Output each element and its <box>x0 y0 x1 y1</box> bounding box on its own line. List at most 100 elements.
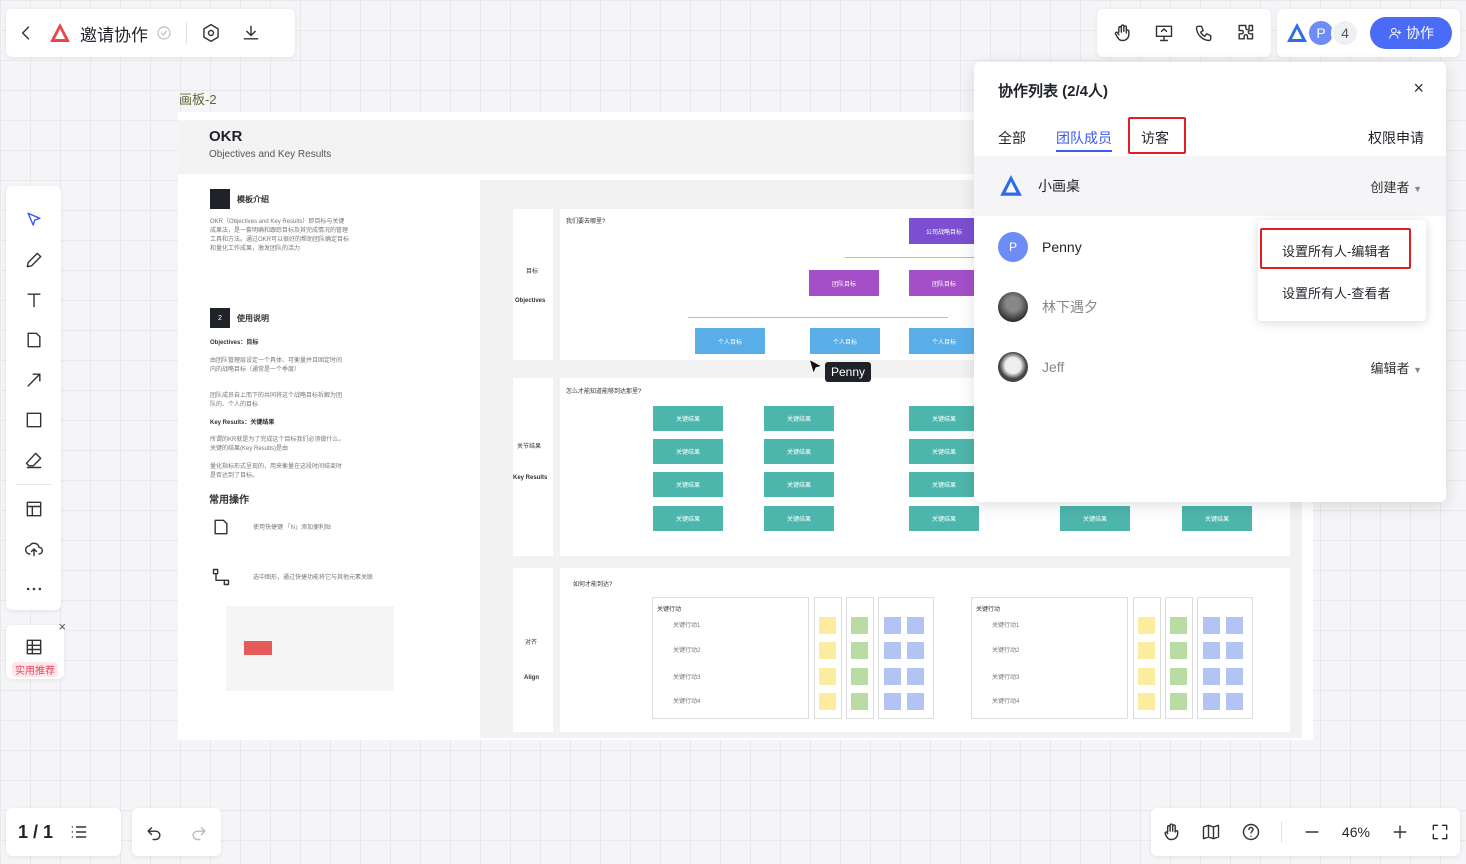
phone-icon[interactable] <box>1194 23 1214 43</box>
personal-goal-box[interactable]: 个人目标 <box>810 328 880 354</box>
member-row[interactable]: 小画桌 创建者 ▼ <box>974 156 1446 216</box>
sticky-note[interactable] <box>819 642 836 659</box>
sticky-note[interactable] <box>851 693 868 710</box>
download-icon[interactable] <box>241 23 261 43</box>
avatar[interactable]: P <box>1307 19 1335 47</box>
sticky-note[interactable] <box>1203 668 1220 685</box>
dropdown-option-editor[interactable]: 设置所有人-编辑者 <box>1282 244 1391 259</box>
sticky-note[interactable] <box>1203 693 1220 710</box>
zoom-level[interactable]: 46% <box>1341 824 1370 840</box>
sticky-note[interactable] <box>819 617 836 634</box>
redo-icon[interactable] <box>189 822 209 842</box>
sticky-note[interactable] <box>1203 617 1220 634</box>
arrow-icon[interactable] <box>14 360 54 400</box>
key-result-box[interactable]: 关键结果 <box>764 472 834 497</box>
back-icon[interactable] <box>16 23 36 43</box>
close-icon[interactable]: × <box>58 619 66 634</box>
zoom-in-icon[interactable] <box>1390 822 1410 842</box>
member-row[interactable]: P Penny <box>974 217 1446 277</box>
sticky-note[interactable] <box>884 617 901 634</box>
rectangle-icon[interactable] <box>14 400 54 440</box>
more-icon[interactable] <box>14 569 54 609</box>
tab-permission-requests[interactable]: 权限申请 <box>1368 130 1424 146</box>
text-icon[interactable] <box>14 280 54 320</box>
recommend-widget[interactable]: × 实用推荐 <box>6 619 66 679</box>
sticky-note[interactable] <box>1170 668 1187 685</box>
key-result-box[interactable]: 关键结果 <box>653 472 723 497</box>
fullscreen-icon[interactable] <box>1430 822 1450 842</box>
key-result-box[interactable]: 关键结果 <box>1182 506 1252 531</box>
member-name: Penny <box>1042 239 1082 255</box>
zoom-out-icon[interactable] <box>1302 822 1322 842</box>
key-result-box[interactable]: 关键结果 <box>653 506 723 531</box>
plugin-icon[interactable] <box>1235 23 1255 43</box>
template-icon[interactable] <box>14 489 54 529</box>
sticky-note[interactable] <box>1203 642 1220 659</box>
member-role[interactable]: 编辑者 ▼ <box>1370 358 1422 377</box>
sticky-note[interactable] <box>1138 617 1155 634</box>
dropdown-option-viewer[interactable]: 设置所有人-查看者 <box>1282 286 1391 301</box>
collab-button[interactable]: 协作 <box>1370 17 1452 49</box>
sticky-note[interactable] <box>1138 693 1155 710</box>
sticky-note[interactable] <box>819 668 836 685</box>
sticky-note[interactable] <box>1226 617 1243 634</box>
sticky-note[interactable] <box>851 617 868 634</box>
select-pointer-icon[interactable] <box>14 200 54 240</box>
key-result-box[interactable]: 关键结果 <box>909 406 979 431</box>
sticky-note[interactable] <box>1226 668 1243 685</box>
hand-icon[interactable] <box>1161 822 1181 842</box>
eraser-icon[interactable] <box>14 440 54 480</box>
help-icon[interactable] <box>1241 822 1261 842</box>
sticky-note[interactable] <box>1170 642 1187 659</box>
key-result-box[interactable]: 关键结果 <box>653 406 723 431</box>
tab-guests[interactable]: 访客 <box>1141 130 1169 146</box>
sticky-note[interactable] <box>1138 668 1155 685</box>
user-count-badge[interactable]: 4 <box>1331 19 1359 47</box>
key-result-box[interactable]: 关键结果 <box>909 506 979 531</box>
team-goal-box[interactable]: 团队目标 <box>909 270 979 296</box>
page-indicator[interactable]: 1 / 1 <box>18 821 54 842</box>
team-goal-box[interactable]: 团队目标 <box>809 270 879 296</box>
sticky-note[interactable] <box>884 668 901 685</box>
list-icon[interactable] <box>69 822 89 842</box>
upload-icon[interactable] <box>14 529 54 569</box>
tab-all[interactable]: 全部 <box>998 130 1026 146</box>
sticky-note[interactable] <box>907 642 924 659</box>
key-result-box[interactable]: 关键结果 <box>764 439 834 464</box>
key-result-box[interactable]: 关键结果 <box>1060 506 1130 531</box>
present-icon[interactable] <box>1154 23 1174 43</box>
member-row[interactable]: Jeff 编辑者 ▼ <box>974 337 1446 397</box>
sticky-note[interactable] <box>1170 693 1187 710</box>
key-result-box[interactable]: 关键结果 <box>909 472 979 497</box>
personal-goal-box[interactable]: 个人目标 <box>695 328 765 354</box>
close-icon[interactable]: × <box>1413 78 1424 98</box>
undo-icon[interactable] <box>144 822 164 842</box>
wave-hand-icon[interactable] <box>1113 23 1133 43</box>
company-goal-box[interactable]: 公司战略目标 <box>909 218 979 244</box>
key-result-box[interactable]: 关键结果 <box>909 439 979 464</box>
sticky-note[interactable] <box>1170 617 1187 634</box>
document-title[interactable]: 邀请协作 <box>80 25 148 45</box>
tab-team-members[interactable]: 团队成员 <box>1056 128 1112 152</box>
key-result-box[interactable]: 关键结果 <box>764 506 834 531</box>
key-result-box[interactable]: 关键结果 <box>653 439 723 464</box>
key-result-box[interactable]: 关键结果 <box>764 406 834 431</box>
sticky-note[interactable] <box>851 642 868 659</box>
sticky-note[interactable] <box>819 693 836 710</box>
sticky-note-icon[interactable] <box>14 320 54 360</box>
sticky-note[interactable] <box>1226 693 1243 710</box>
sticky-note[interactable] <box>884 642 901 659</box>
settings-icon[interactable] <box>201 23 221 43</box>
sticky-note[interactable] <box>1226 642 1243 659</box>
personal-goal-box[interactable]: 个人目标 <box>909 328 979 354</box>
sticky-note[interactable] <box>851 668 868 685</box>
member-role[interactable]: 创建者 ▼ <box>1370 177 1422 196</box>
member-row[interactable]: 林下遇夕 <box>974 277 1446 337</box>
sticky-note[interactable] <box>907 668 924 685</box>
sticky-note[interactable] <box>884 693 901 710</box>
sticky-note[interactable] <box>1138 642 1155 659</box>
map-icon[interactable] <box>1201 822 1221 842</box>
sticky-note[interactable] <box>907 693 924 710</box>
sticky-note[interactable] <box>907 617 924 634</box>
pen-icon[interactable] <box>14 240 54 280</box>
